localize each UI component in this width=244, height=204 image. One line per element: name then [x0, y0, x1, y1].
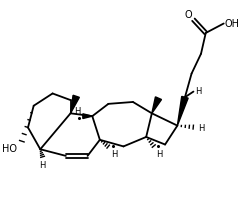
- Polygon shape: [152, 97, 162, 114]
- Polygon shape: [71, 96, 79, 114]
- Text: H: H: [111, 150, 118, 159]
- Text: H: H: [198, 123, 204, 132]
- Text: H: H: [75, 107, 81, 116]
- Polygon shape: [83, 114, 92, 119]
- Text: O: O: [185, 10, 193, 20]
- Text: H: H: [195, 87, 202, 96]
- Text: H: H: [39, 160, 45, 169]
- Text: H: H: [157, 150, 163, 159]
- Text: HO: HO: [2, 144, 17, 154]
- Polygon shape: [177, 97, 188, 126]
- Text: OH: OH: [225, 19, 240, 28]
